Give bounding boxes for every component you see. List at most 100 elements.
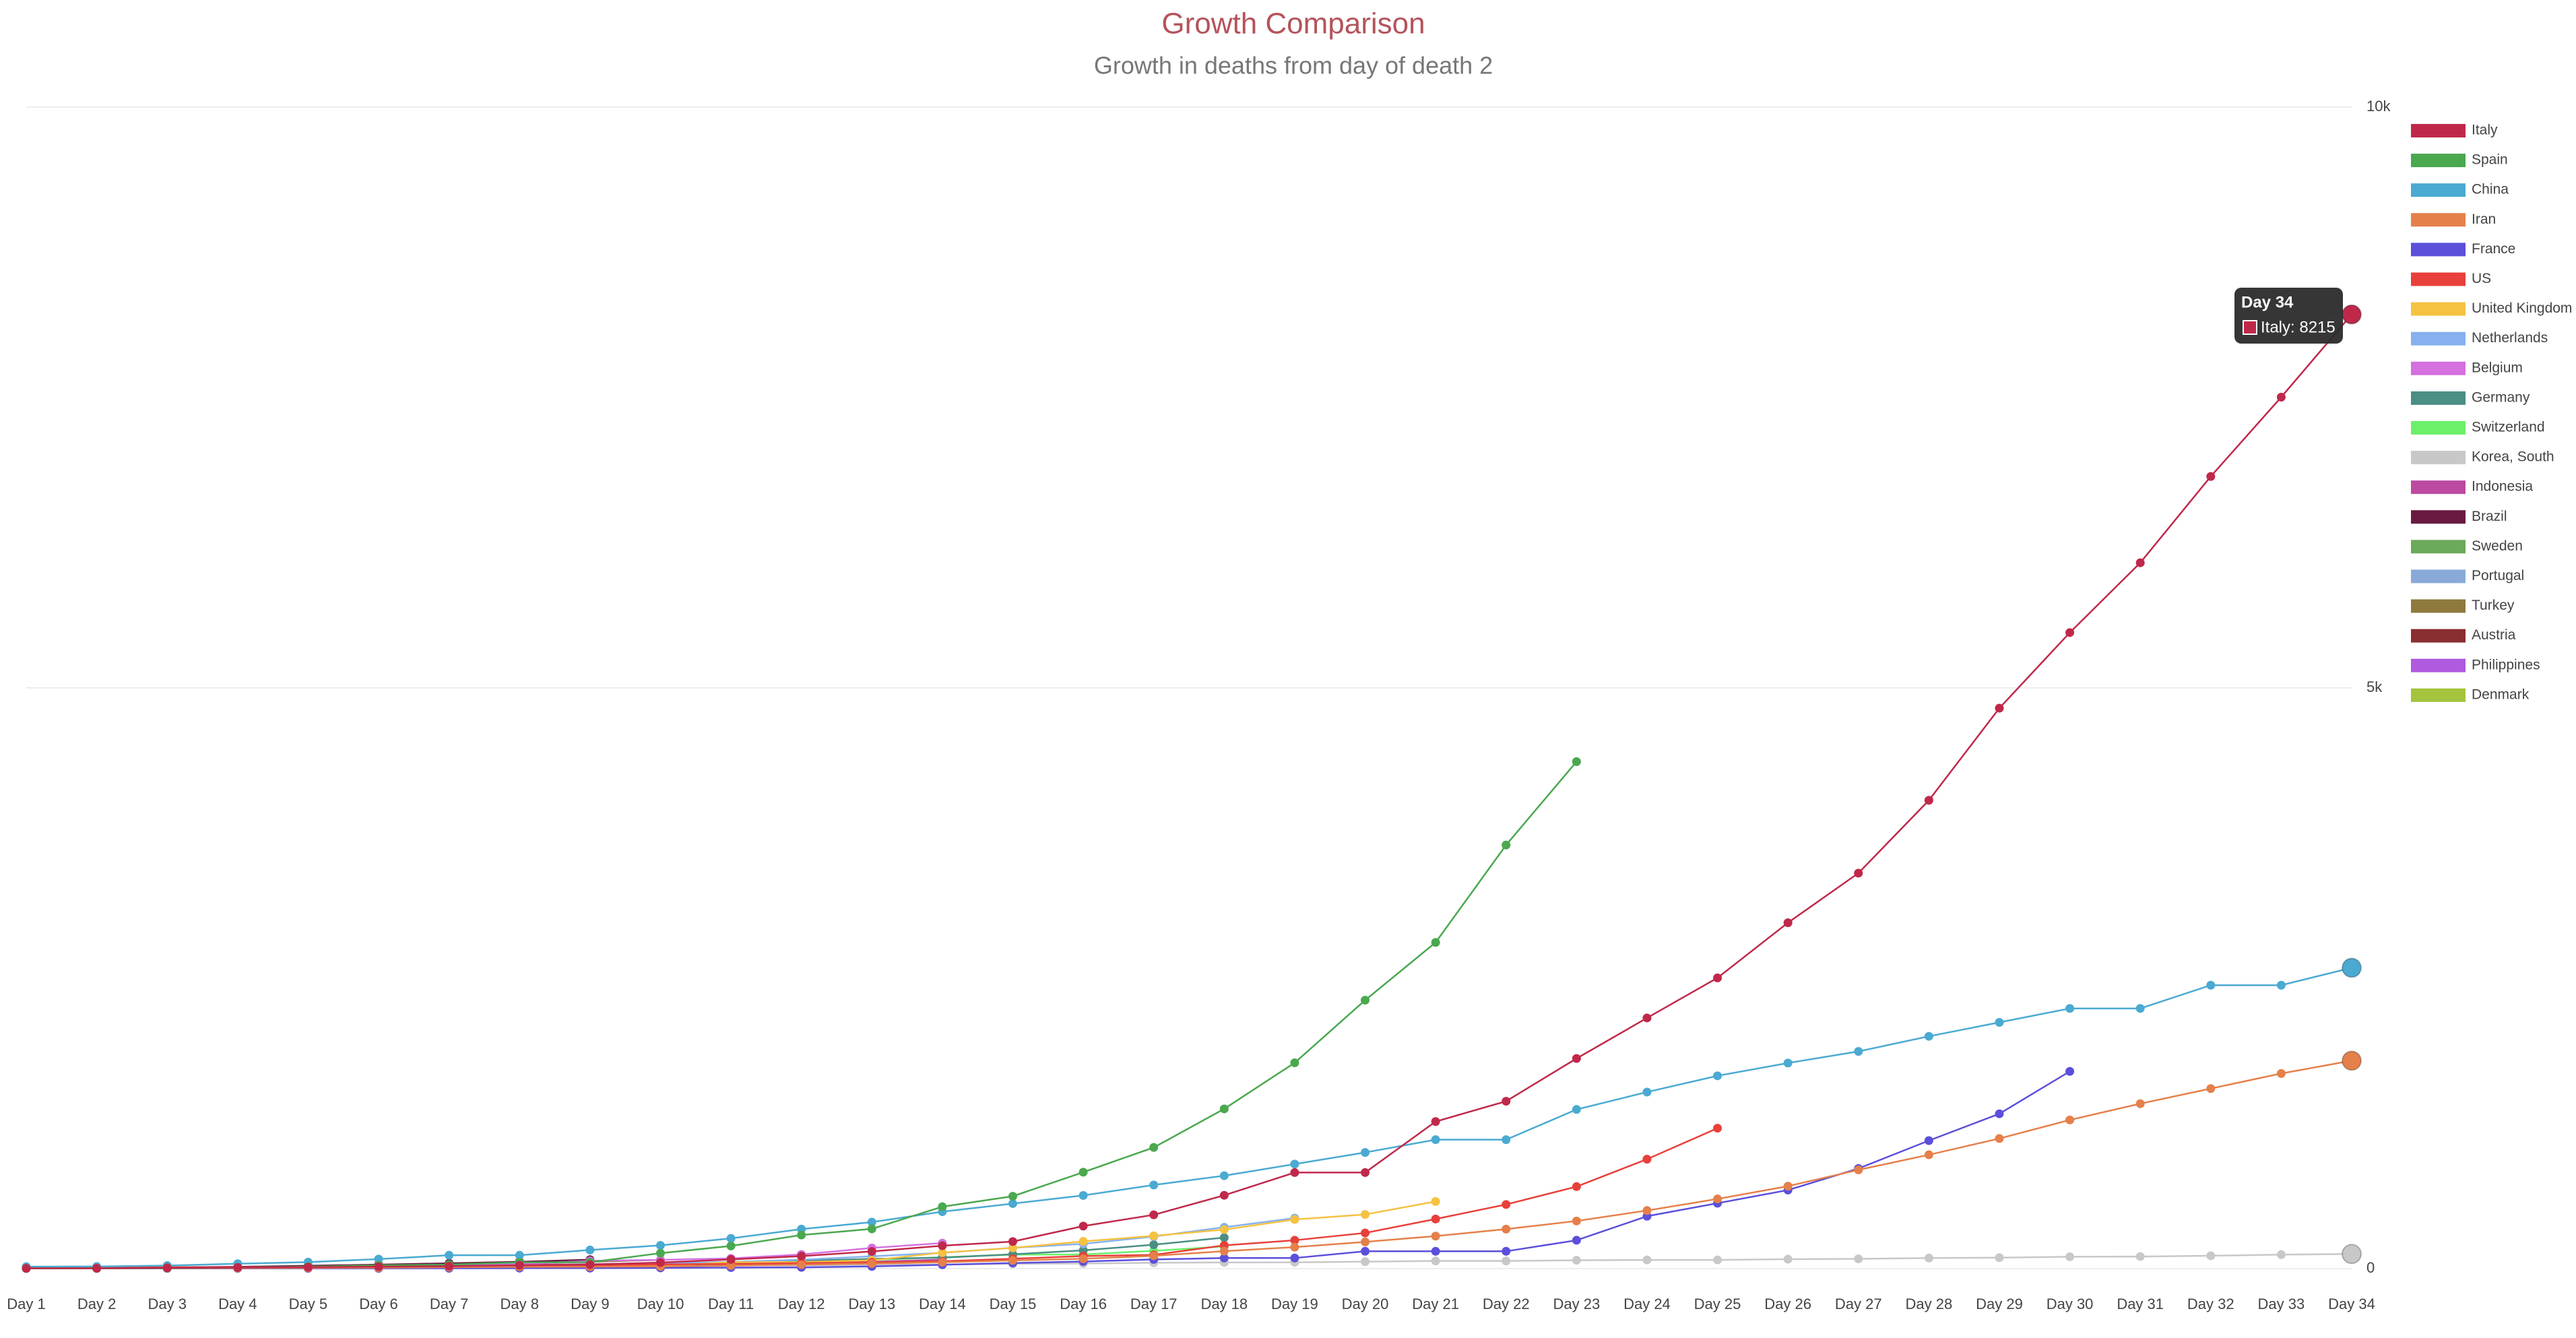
legend-swatch[interactable] <box>2411 331 2466 346</box>
x-tick-label: Day 1 <box>7 1296 45 1312</box>
data-point <box>1783 1182 1793 1191</box>
legend-swatch[interactable] <box>2411 272 2466 286</box>
legend-label[interactable]: Portugal <box>2472 568 2524 583</box>
legend-label[interactable]: France <box>2472 241 2515 257</box>
data-point <box>1219 1233 1229 1242</box>
legend-swatch[interactable] <box>2411 243 2466 257</box>
x-tick-label: Day 24 <box>1623 1296 1671 1312</box>
legend-label[interactable]: Iran <box>2472 212 2496 227</box>
legend-swatch[interactable] <box>2411 540 2466 554</box>
x-tick-label: Day 33 <box>2258 1296 2305 1312</box>
legend-swatch[interactable] <box>2411 391 2466 405</box>
legend-label[interactable]: Spain <box>2472 152 2508 168</box>
legend-swatch[interactable] <box>2411 451 2466 465</box>
data-point <box>2065 1115 2075 1124</box>
data-point <box>1924 1150 1933 1159</box>
legend-swatch[interactable] <box>2411 302 2466 316</box>
data-point <box>797 1230 806 1240</box>
legend-label[interactable]: Netherlands <box>2472 330 2548 346</box>
legend-swatch[interactable] <box>2411 361 2466 375</box>
data-point <box>938 1248 947 1257</box>
data-point <box>1431 1197 1440 1206</box>
data-point <box>1361 1168 1370 1177</box>
data-point <box>655 1241 665 1250</box>
data-point <box>1783 1058 1793 1068</box>
data-point <box>1502 840 1511 850</box>
legend-swatch[interactable] <box>2411 124 2466 137</box>
legend-label[interactable]: Austria <box>2472 627 2516 643</box>
legend-label[interactable]: US <box>2472 271 2491 286</box>
data-point <box>1995 703 2004 713</box>
x-tick-label: Day 20 <box>1342 1296 1389 1312</box>
data-point <box>797 1260 806 1269</box>
x-tick-label: Day 29 <box>1976 1296 2023 1312</box>
x-tick-label: Day 7 <box>430 1296 468 1312</box>
x-tick-label: Day 28 <box>1906 1296 1953 1312</box>
data-point <box>1361 1148 1370 1157</box>
legend-swatch[interactable] <box>2411 688 2466 702</box>
legend-label[interactable]: United Kingdom <box>2472 300 2572 316</box>
legend-swatch[interactable] <box>2411 510 2466 524</box>
data-point <box>1642 1013 1652 1023</box>
legend-label[interactable]: Italy <box>2472 123 2498 138</box>
data-point <box>1572 1236 1581 1245</box>
data-point <box>1008 1199 1017 1208</box>
legend-label[interactable]: Denmark <box>2472 687 2530 702</box>
data-point <box>655 1248 665 1258</box>
data-point <box>1431 1232 1440 1241</box>
chart-subtitle: Growth in deaths from day of death 2 <box>1094 52 1493 79</box>
data-point <box>1854 1254 1863 1264</box>
legend-label[interactable]: Sweden <box>2472 538 2523 554</box>
legend-label[interactable]: Germany <box>2472 389 2530 405</box>
legend-swatch[interactable] <box>2411 183 2466 197</box>
x-tick-label: Day 34 <box>2328 1296 2375 1312</box>
x-tick-label: Day 4 <box>218 1296 257 1312</box>
legend-swatch[interactable] <box>2411 480 2466 495</box>
legend-swatch[interactable] <box>2411 629 2466 643</box>
data-point <box>726 1254 736 1264</box>
tooltip-box <box>2234 288 2343 344</box>
legend-label[interactable]: Turkey <box>2472 598 2515 613</box>
legend-label[interactable]: Brazil <box>2472 509 2507 524</box>
data-point <box>2065 1252 2075 1261</box>
data-point <box>1713 1255 1722 1265</box>
legend-label[interactable]: China <box>2472 182 2509 197</box>
legend-label[interactable]: Korea, South <box>2472 449 2554 465</box>
data-point <box>1290 1253 1299 1263</box>
tooltip: Day 34 Italy: 8215 <box>2234 288 2343 344</box>
data-point <box>1502 1135 1511 1145</box>
legend-swatch[interactable] <box>2411 421 2466 435</box>
legend-swatch[interactable] <box>2411 569 2466 583</box>
data-point <box>867 1246 876 1256</box>
legend-label[interactable]: Belgium <box>2472 360 2523 375</box>
legend-swatch[interactable] <box>2411 213 2466 227</box>
data-point <box>1995 1109 2004 1118</box>
data-point <box>1995 1253 2004 1263</box>
legend-swatch[interactable] <box>2411 658 2466 672</box>
x-tick-label: Day 14 <box>919 1296 966 1312</box>
data-point <box>1219 1190 1229 1200</box>
grid: 0 5k 10k Day 1 Day 2 Day 3 Day 4 Day 5 Day 6 Day … <box>7 98 2391 1312</box>
x-tick-label: Day 9 <box>571 1296 609 1312</box>
legend[interactable]: Italy Spain China Iran France US United Kingdo… <box>2411 123 2572 703</box>
data-point <box>1008 1243 1017 1252</box>
data-point <box>1149 1231 1159 1240</box>
data-point <box>1502 1246 1511 1256</box>
data-point <box>1431 1246 1440 1256</box>
data-point <box>445 1261 454 1271</box>
legend-label[interactable]: Philippines <box>2472 657 2540 672</box>
data-point <box>1854 1165 1863 1174</box>
data-point <box>1995 1018 2004 1027</box>
legend-label[interactable]: Switzerland <box>2472 420 2545 435</box>
data-point <box>1149 1143 1159 1152</box>
series-line <box>26 967 2352 1268</box>
data-point <box>1854 868 1863 878</box>
legend-label[interactable]: Indonesia <box>2472 479 2533 495</box>
data-point <box>1149 1240 1159 1249</box>
legend-swatch[interactable] <box>2411 599 2466 613</box>
data-point <box>1572 1105 1581 1114</box>
data-point <box>2206 472 2216 481</box>
legend-swatch[interactable] <box>2411 154 2466 168</box>
